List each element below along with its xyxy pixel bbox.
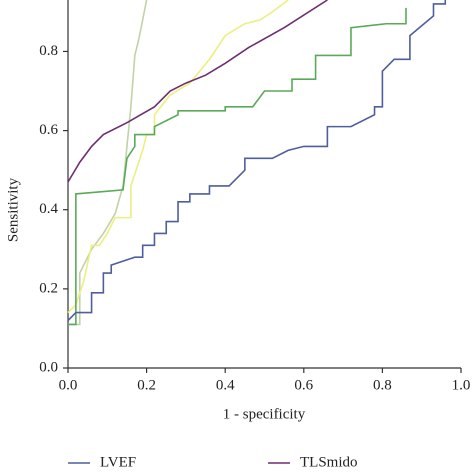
y-tick-label: 0.6 xyxy=(39,122,58,138)
legend-label: TLSmido xyxy=(300,454,358,470)
x-tick-label: 0.8 xyxy=(373,377,392,393)
roc-line xyxy=(67,0,328,183)
x-tick-label: 1.0 xyxy=(452,377,471,393)
roc-line xyxy=(67,0,289,314)
roc-line xyxy=(68,0,148,326)
x-axis-label: 1 - specificity xyxy=(223,406,306,422)
y-tick-label: 0.4 xyxy=(39,201,58,217)
roc-line xyxy=(67,0,447,322)
legend-label: LVEF xyxy=(100,454,136,470)
x-tick-label: 0.6 xyxy=(294,377,313,393)
y-axis-label: Sensitivity xyxy=(5,177,21,242)
x-tick-label: 0.4 xyxy=(216,377,235,393)
y-tick-label: 0.0 xyxy=(39,359,58,375)
y-tick-label: 0.8 xyxy=(39,43,58,59)
roc-line xyxy=(68,7,407,326)
x-tick-label: 0.0 xyxy=(59,377,78,393)
y-tick-label: 0.2 xyxy=(39,280,58,296)
x-tick-label: 0.2 xyxy=(137,377,156,393)
